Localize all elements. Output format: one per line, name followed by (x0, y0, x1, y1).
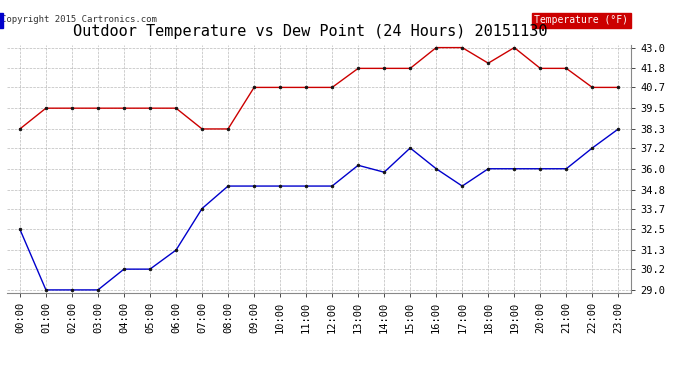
Text: Outdoor Temperature vs Dew Point (24 Hours) 20151130: Outdoor Temperature vs Dew Point (24 Hou… (73, 24, 548, 39)
Text: Temperature (°F): Temperature (°F) (534, 15, 628, 25)
Text: Copyright 2015 Cartronics.com: Copyright 2015 Cartronics.com (1, 15, 157, 24)
